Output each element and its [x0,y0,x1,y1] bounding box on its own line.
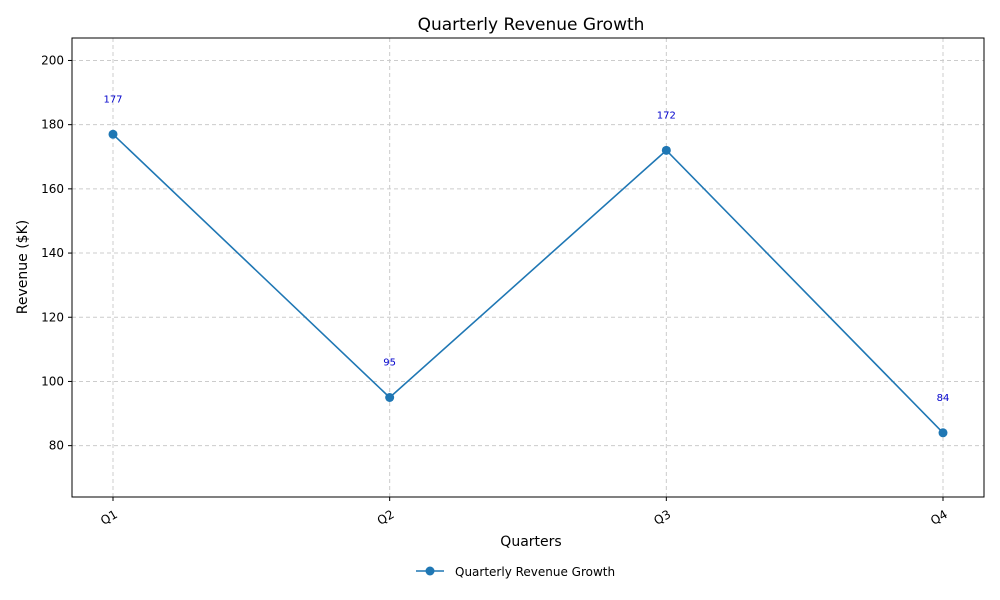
data-label: 84 [937,393,950,404]
data-point [938,428,948,438]
y-tick-label: 80 [49,439,64,453]
x-tick-label: Q3 [651,507,673,528]
x-tick-label: Q1 [98,507,120,528]
y-axis-label: Revenue ($K) [15,220,31,314]
grid-layer [72,38,984,497]
data-label: 177 [103,94,122,105]
y-tick-label: 100 [41,374,64,388]
x-tick-label: Q4 [928,507,950,528]
plot-frame [71,37,985,498]
y-tick-label: 140 [41,246,64,260]
data-point [108,129,118,139]
y-tick-label: 120 [41,310,64,324]
chart-title: Quarterly Revenue Growth [418,15,645,35]
y-tick-label: 200 [41,53,64,67]
y-axis: 80 100 120 140 160 180 200 [41,53,72,453]
series-line [112,133,944,434]
x-axis: Q1 Q2 Q3 Q4 [98,497,950,528]
data-point [661,145,671,155]
legend-marker [425,566,435,576]
data-label: 95 [383,357,396,368]
y-tick-label: 180 [41,118,64,132]
x-tick-label: Q2 [375,507,397,528]
series-layer: 177 95 172 84 [103,94,950,438]
x-axis-label: Quarters [500,534,561,550]
data-label: 172 [657,110,676,121]
y-tick-label: 160 [41,182,64,196]
data-point [385,392,395,402]
legend: Quarterly Revenue Growth [416,565,615,579]
legend-label: Quarterly Revenue Growth [455,565,615,579]
